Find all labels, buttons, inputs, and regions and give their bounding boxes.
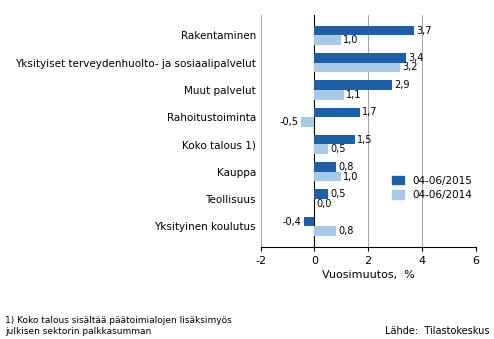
- Text: 0,8: 0,8: [338, 226, 353, 236]
- Text: 1,7: 1,7: [362, 107, 378, 118]
- Text: 0,5: 0,5: [330, 189, 345, 199]
- Text: 0,5: 0,5: [330, 144, 345, 154]
- Bar: [314, 26, 414, 36]
- Text: 3,4: 3,4: [408, 53, 423, 63]
- Bar: [314, 63, 400, 72]
- Text: 0,0: 0,0: [317, 199, 332, 209]
- Text: 3,7: 3,7: [416, 26, 431, 36]
- Bar: [314, 162, 336, 172]
- Text: -0,4: -0,4: [283, 217, 301, 226]
- Bar: [314, 226, 336, 236]
- Bar: [304, 217, 314, 226]
- Legend: 04-06/2015, 04-06/2014: 04-06/2015, 04-06/2014: [392, 176, 472, 200]
- Text: 1,0: 1,0: [343, 172, 359, 181]
- Bar: [314, 135, 355, 144]
- Text: 0,8: 0,8: [338, 162, 353, 172]
- Text: 1,1: 1,1: [346, 90, 362, 100]
- Text: Lähde:  Tilastokeskus: Lähde: Tilastokeskus: [384, 326, 489, 336]
- Bar: [301, 117, 314, 127]
- Text: 2,9: 2,9: [394, 80, 410, 90]
- Bar: [314, 53, 406, 63]
- Text: 1) Koko talous sisältää päätoimialojen lisäksimyös
julkisen sektorin palkkasumma: 1) Koko talous sisältää päätoimialojen l…: [5, 316, 232, 336]
- Bar: [314, 90, 344, 100]
- Text: -0,5: -0,5: [280, 117, 299, 127]
- Bar: [314, 190, 328, 199]
- Text: 3,2: 3,2: [403, 62, 418, 73]
- Text: 1,0: 1,0: [343, 35, 359, 45]
- Text: 1,5: 1,5: [357, 135, 372, 145]
- Bar: [314, 36, 341, 45]
- Bar: [314, 80, 392, 90]
- Bar: [314, 108, 360, 117]
- Bar: [314, 144, 328, 154]
- X-axis label: Vuosimuutos,  %: Vuosimuutos, %: [322, 270, 414, 280]
- Bar: [314, 172, 341, 181]
